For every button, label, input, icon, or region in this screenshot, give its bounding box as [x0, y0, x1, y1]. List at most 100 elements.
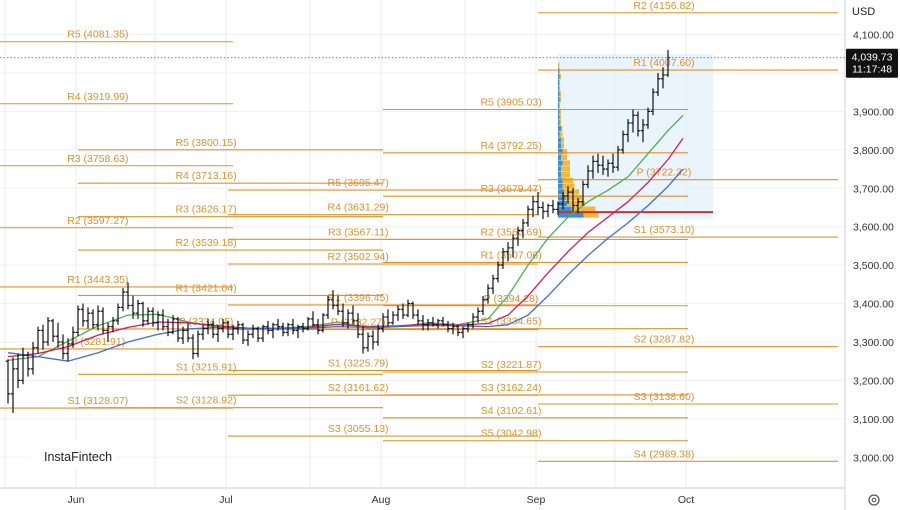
ohlc-bar [655, 73, 661, 97]
brand-box [30, 440, 116, 470]
price-tick-label: 3,200.00 [853, 375, 894, 387]
ohlc-bar [660, 67, 666, 89]
ohlc-bar [225, 320, 231, 339]
ohlc-bar [10, 357, 16, 414]
ohlc-bar [85, 307, 91, 329]
ohlc-bar [60, 334, 66, 360]
ohlc-bar [55, 322, 61, 348]
pivot-label: R4 (3792.25) [480, 140, 541, 152]
ohlc-bar [340, 303, 346, 327]
ohlc-bar [440, 317, 446, 327]
profile-bar-up [558, 171, 561, 178]
ohlc-bar [40, 324, 46, 350]
pivot-label: S1 (3128.07) [68, 395, 129, 407]
ohlc-bar [560, 192, 566, 210]
ohlc-bar [605, 159, 611, 177]
ohlc-bar [255, 326, 261, 342]
profile-bar-up [558, 120, 560, 126]
profile-bar-down [562, 148, 567, 155]
profile-bar-up [558, 97, 560, 103]
month-tick-label: Oct [678, 494, 694, 506]
ohlc-bar [385, 309, 391, 327]
ohlc-bar [625, 119, 631, 143]
vertical-gridlines [4, 0, 687, 488]
profile-bar-down [562, 160, 570, 166]
currency-label[interactable]: USD [852, 6, 875, 18]
ohlc-bar [520, 219, 526, 239]
ohlc-bar [195, 330, 201, 358]
ohlc-bar [535, 192, 541, 216]
ohlc-bar [540, 201, 546, 220]
month-tick-label: Aug [372, 494, 391, 506]
ohlc-bar [250, 324, 256, 339]
ohlc-bar [285, 322, 291, 337]
profile-bar-down [567, 200, 585, 207]
ohlc-bar [235, 320, 241, 335]
settings-gear-icon[interactable] [868, 494, 880, 506]
time-axis: Jun Jul Aug Sep Oct [68, 494, 695, 506]
ohlc-bar [460, 326, 466, 339]
ohlc-bar [620, 130, 626, 154]
ohlc-bar [70, 326, 76, 348]
ohlc-bar [590, 155, 596, 179]
ohlc-bar [45, 317, 51, 346]
ohlc-bar [445, 320, 451, 333]
pivot-label: R4 (3919.99) [67, 91, 128, 103]
profile-bar-up [558, 177, 563, 183]
pivot-label: R2 (3502.94) [328, 251, 389, 263]
ohlc-bar [160, 309, 166, 331]
profile-bar-down [559, 131, 563, 137]
profile-bar-down [561, 154, 567, 160]
ohlc-bar [650, 88, 656, 116]
ohlc-bar [380, 313, 386, 333]
ohlc-bar [115, 303, 121, 325]
ohlc-bar [510, 234, 516, 258]
profile-bar-up [558, 143, 561, 149]
profile-bar-up [558, 148, 563, 155]
pivot-label: P (3722.32) [637, 167, 692, 179]
ohlc-bar [170, 315, 176, 335]
pivot-label: R3 (3626.17) [175, 204, 236, 216]
ohlc-bar [140, 301, 146, 327]
ohlc-bar [345, 309, 351, 329]
ohlc-bar [370, 330, 376, 350]
ohlc-bar [155, 311, 161, 331]
ohlc-bar [320, 313, 326, 333]
profile-bar-down [565, 195, 582, 201]
profile-bar-up [558, 68, 560, 74]
ohlc-bar [450, 322, 456, 335]
ohlc-bar [270, 322, 276, 339]
pivot-label: R4 (3713.16) [175, 170, 236, 182]
ohlc-bar [295, 324, 301, 339]
ohlc-bar [610, 153, 616, 173]
ohlc-bar [595, 153, 601, 173]
ohlc-bar [335, 295, 341, 316]
ohlc-bar [415, 309, 421, 325]
pivot-label: R2 (3597.27) [67, 215, 128, 227]
ohlc-bar [500, 247, 506, 269]
ohlc-bar [400, 303, 406, 319]
ohlc-bar [245, 330, 251, 346]
ohlc-bar [530, 195, 536, 218]
pivot-label: R3 (3567.11) [328, 226, 389, 238]
price-tick-label: 3,500.00 [853, 260, 894, 272]
horizontal-gridlines [0, 34, 845, 458]
ohlc-bar [75, 305, 81, 337]
ohlc-bar [50, 318, 56, 342]
ohlc-bar [545, 203, 551, 218]
ohlc-bar [305, 317, 311, 331]
pivot-label: P (3281.91) [71, 336, 126, 348]
ohlc-bar [145, 307, 151, 325]
ohlc-bar [280, 322, 286, 337]
ohlc-bar [20, 347, 26, 385]
ohlc-bar [260, 324, 266, 342]
ohlc-bar [315, 318, 321, 335]
profile-bar-down [571, 206, 596, 212]
month-tick-label: Jul [219, 494, 232, 506]
ohlc-bar [95, 305, 101, 331]
ohlc-bar [200, 324, 206, 341]
ohlc-bar [125, 282, 131, 310]
ohlc-bar [615, 146, 621, 171]
